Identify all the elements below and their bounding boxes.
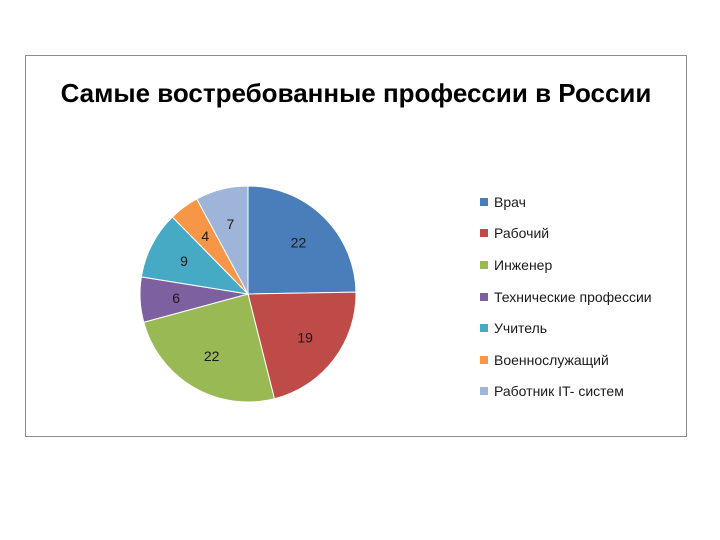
legend-item-7: Работник IT- систем: [480, 376, 690, 408]
legend-swatch: [480, 229, 488, 238]
legend-label: Рабочий: [494, 225, 550, 242]
pie-data-label-5: 9: [180, 253, 188, 269]
legend-item-1: Врач: [480, 186, 690, 218]
chart-title-text: Самые востребованные профессии в России: [60, 78, 652, 108]
legend-label: Военнослужащий: [494, 351, 609, 368]
pie-data-label-7: 7: [226, 216, 234, 232]
pie-slices: [139, 185, 357, 403]
chart-frame: [25, 55, 687, 437]
chart-legend: Врач Рабочий Инженер Технические профессии У…: [480, 186, 690, 407]
pie-data-label-2: 19: [297, 330, 313, 346]
pie-data-label-6: 4: [201, 228, 209, 244]
legend-swatch: [480, 355, 488, 364]
pie-data-labels: 22 19 22 6 94 7: [172, 216, 313, 364]
chart-title: Самые востребованные профессии в России: [25, 75, 687, 111]
pie-slice-2: [247, 291, 357, 400]
pie-data-label-1: 22: [291, 235, 307, 251]
legend-swatch: [480, 197, 488, 206]
legend-swatch: [480, 324, 488, 333]
pie-slice-1: [247, 185, 357, 295]
legend-item-2: Рабочий: [480, 218, 690, 250]
pie-slice-7: [196, 185, 249, 295]
legend-label: Врач: [494, 193, 526, 210]
legend-label: Работник IT- систем: [494, 383, 624, 400]
legend-item-3: Инженер: [480, 249, 690, 281]
legend-swatch: [480, 387, 488, 396]
legend-swatch: [480, 292, 488, 301]
legend-label: Технические профессии: [494, 288, 652, 305]
pie-slice-3: [143, 293, 276, 403]
legend-label: Учитель: [494, 320, 548, 337]
legend-swatch: [480, 260, 488, 269]
legend-item-5: Учитель: [480, 312, 690, 344]
legend-item-4: Технические профессии: [480, 281, 690, 313]
pie-data-label-3: 22: [204, 348, 220, 364]
legend-label: Инженер: [494, 256, 553, 273]
pie-data-label-4: 6: [172, 290, 180, 306]
legend-item-6: Военнослужащий: [480, 344, 690, 376]
